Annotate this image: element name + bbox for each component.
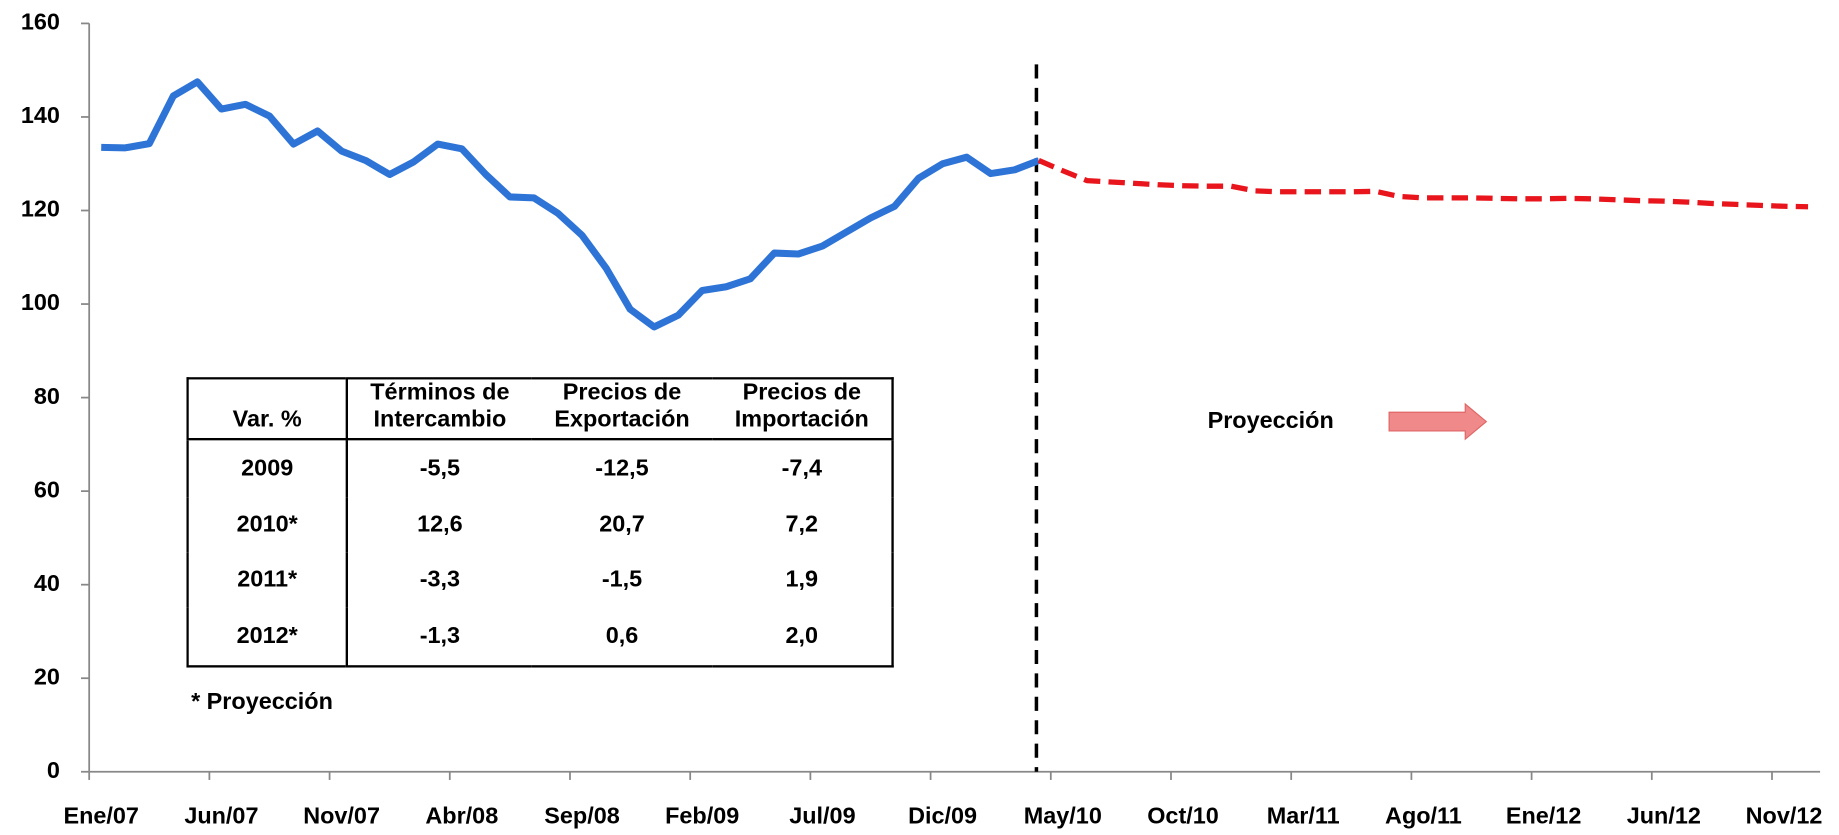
x-tick-label: Abr/08 (425, 803, 498, 829)
y-tick-label: 60 (34, 476, 60, 502)
table-body: 2009 -5,5 -12,5 -7,4 2010* 12,6 20,7 7,2 2011* -3… (187, 439, 893, 667)
table-row: 2010* 12,6 20,7 7,2 (187, 497, 893, 553)
x-tick-label: Nov/12 (1746, 803, 1823, 829)
y-tick-label: 20 (34, 663, 60, 689)
table-cell: -12,5 (595, 455, 649, 482)
x-tick-label: Ene/12 (1506, 803, 1581, 829)
table-cell: -1,5 (601, 567, 643, 593)
table-cell: 2,0 (785, 623, 819, 650)
y-tick-label: 80 (34, 383, 60, 409)
x-tick-label: Nov/07 (303, 803, 380, 829)
y-tick-label: 40 (34, 570, 60, 596)
y-tick-label: 160 (21, 9, 60, 35)
table-header: Var. % Términos de Intercambio Precios de … (187, 378, 893, 441)
series-line (1037, 158, 1809, 210)
x-tick-label: Mar/11 (1267, 803, 1340, 829)
footnote: * Proyección (191, 688, 333, 714)
y-tick-label: 0 (47, 757, 60, 783)
x-tick-label: Jun/12 (1627, 803, 1701, 829)
x-tick-label: Sep/08 (544, 803, 619, 829)
x-tick-label: Oct/10 (1147, 803, 1219, 829)
table-header-cell: Precios de Exportación (531, 378, 713, 441)
table-header-cell: Precios de Importación (712, 378, 893, 441)
x-tick-label: Jun/07 (184, 803, 258, 829)
x-tick-label: May/10 (1024, 803, 1102, 829)
table-cell: 20,7 (599, 511, 645, 538)
table-cell: 2011* (187, 552, 348, 609)
y-tick-label: 100 (21, 289, 60, 315)
table-cell: -3,3 (419, 567, 461, 593)
table-cell: 2009 (187, 439, 348, 498)
projection-arrow (1388, 402, 1488, 441)
table-row: 2012* -1,3 0,6 2,0 (187, 608, 893, 667)
table-header-cell: Var. % (187, 378, 348, 441)
table-cell: -5,5 (419, 455, 461, 482)
x-tick-label: Jul/09 (789, 803, 855, 829)
annotation: Proyección (1208, 407, 1334, 433)
x-tick-label: Dic/09 (908, 803, 977, 829)
x-tick-label: Ene/07 (63, 803, 138, 829)
table-header-cell: Términos de Intercambio (346, 378, 532, 441)
table-cell: 1,9 (785, 567, 819, 593)
table-cell: 2010* (187, 497, 348, 553)
x-tick-label: Ago/11 (1385, 803, 1462, 829)
table-cell: 2012* (187, 608, 348, 667)
y-tick-label: 140 (21, 102, 60, 128)
series-line (101, 78, 1041, 331)
table-row: 2009 -5,5 -12,5 -7,4 (187, 439, 893, 498)
table-cell: -1,3 (419, 623, 461, 650)
table-cell: -7,4 (781, 455, 822, 482)
table-cell: 0,6 (605, 623, 639, 650)
y-tick-label: 120 (21, 196, 60, 222)
table-cell: 7,2 (785, 511, 819, 538)
table-row: 2011* -3,3 -1,5 1,9 (187, 552, 893, 609)
x-tick-label: Feb/09 (665, 803, 739, 829)
table: Var. % Términos de Intercambio Precios de … (186, 377, 894, 668)
table-cell: 12,6 (417, 511, 463, 538)
